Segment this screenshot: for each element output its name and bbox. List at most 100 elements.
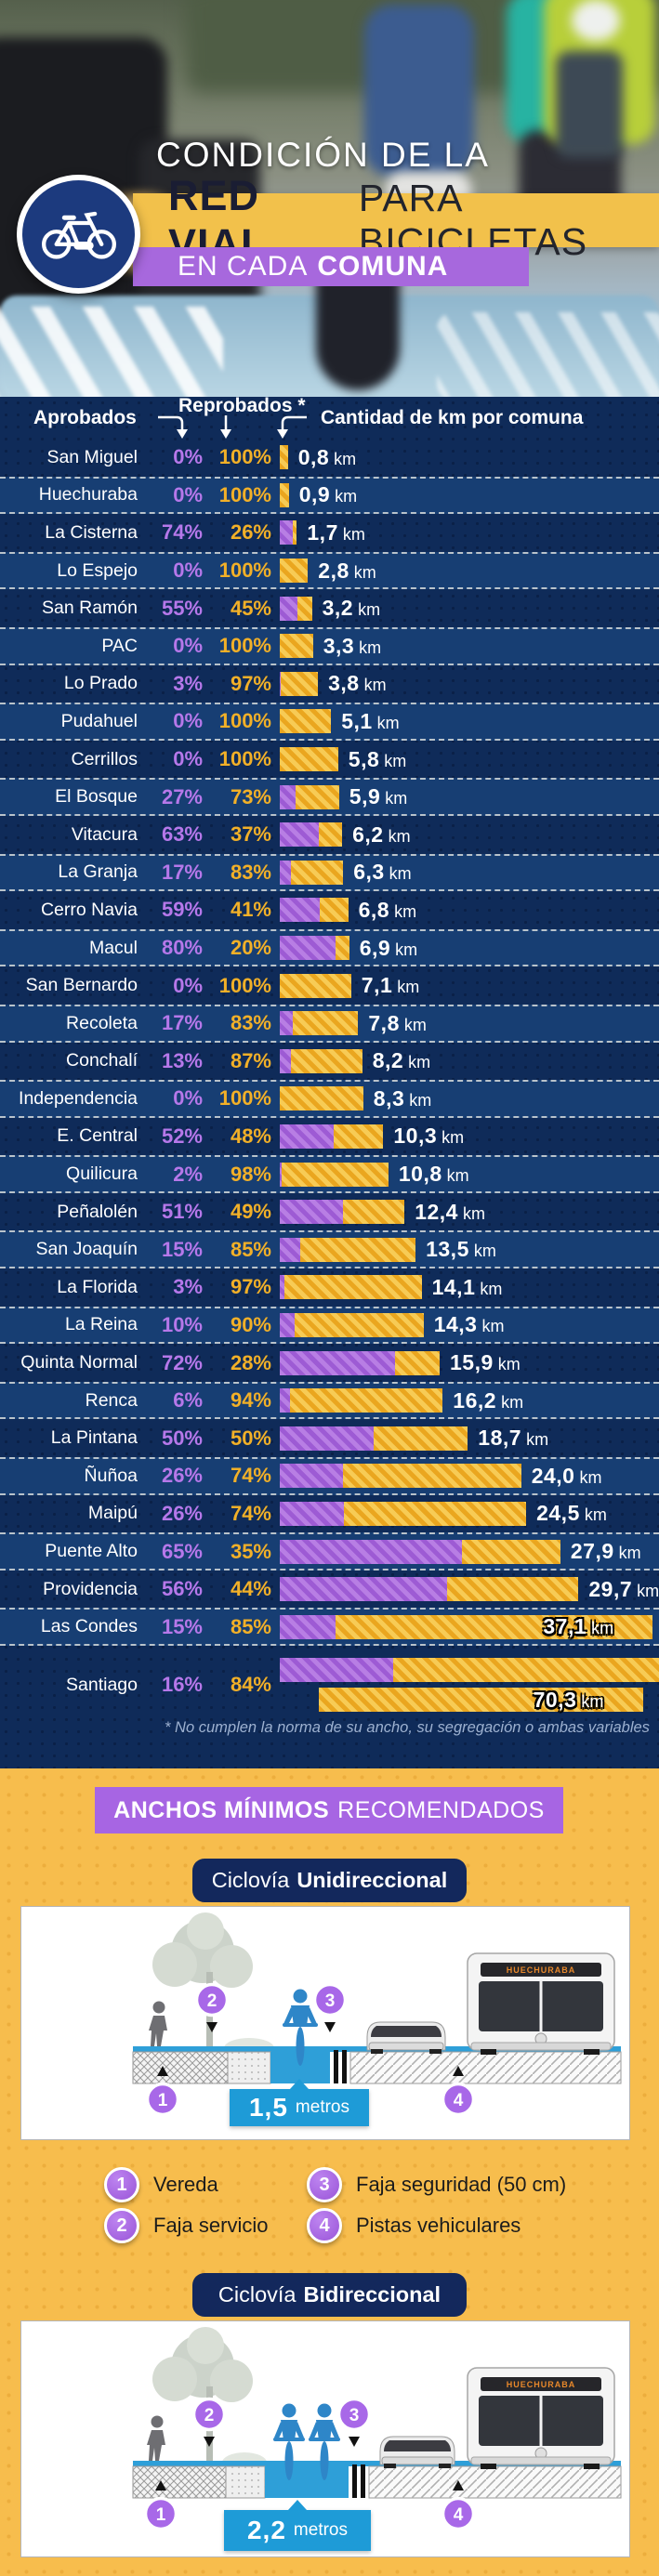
km-bar-zone: 16,2 km [280, 1388, 659, 1413]
km-value-label: 3,8 km [328, 671, 387, 696]
reprobados-percent: 94% [230, 1388, 271, 1413]
km-value-label: 12,4 km [415, 1199, 485, 1224]
reprobados-percent: 100% [218, 559, 271, 583]
aprobados-percent: 2% [173, 1162, 203, 1186]
aprobados-percent: 15% [161, 1237, 203, 1261]
km-bar-zone: 8,2 km [280, 1048, 659, 1073]
km-bar [280, 822, 343, 848]
km-bar [280, 1275, 422, 1300]
reprobados-bar-segment [294, 1312, 424, 1337]
km-bar [280, 1162, 389, 1187]
aprobados-percent: 27% [161, 784, 203, 808]
section-banner: ANCHOS MÍNIMOS RECOMENDADOS [95, 1787, 563, 1833]
reprobados-percent: 73% [230, 784, 271, 808]
photo-crosswalk [437, 312, 659, 397]
comuna-name: Ñuñoa [84, 1465, 138, 1486]
km-value-label: 0,9 km [298, 482, 358, 507]
reprobados-percent: 45% [230, 596, 271, 620]
km-bar-zone: 27,9 km [280, 1539, 659, 1564]
km-value-label: 5,8 km [348, 746, 407, 771]
aprobados-percent: 10% [161, 1312, 203, 1336]
reprobados-percent: 48% [230, 1124, 271, 1148]
cyclist-silhouette [283, 1989, 318, 2066]
aprobados-percent: 0% [173, 709, 203, 733]
comuna-name: Pudahuel [60, 710, 138, 731]
aprobados-bar-segment [280, 1501, 344, 1526]
table-row: La Florida 3% 97% 14,1 km [0, 1268, 659, 1307]
table-footnote: * No cumplen la norma de su ancho, su se… [165, 1719, 650, 1736]
aprobados-bar-segment [280, 1162, 283, 1187]
aprobados-percent: 63% [161, 822, 203, 847]
legend-item-pistas-vehiculares: 4 Pistas vehiculares [307, 2208, 521, 2243]
reprobados-percent: 49% [230, 1200, 271, 1224]
table-rows: San Miguel 0% 100% 0,8 km Huechuraba 0% 100% 0,… [0, 439, 659, 1724]
reprobados-bar-segment [293, 1011, 359, 1036]
aprobados-percent: 0% [173, 559, 203, 583]
reprobados-percent: 100% [218, 482, 271, 506]
aprobados-bar-segment [280, 1200, 344, 1225]
comuna-name: Cerro Navia [40, 899, 138, 920]
km-value-label: 6,3 km [353, 860, 412, 885]
aprobados-bar-segment [280, 1577, 447, 1602]
km-value-label: 2,8 km [318, 558, 376, 583]
legend-item-faja-servicio: 2 Faja servicio [104, 2208, 268, 2243]
legend-label: Vereda [153, 2173, 218, 2196]
legend-item-faja-seguridad: 3 Faja seguridad (50 cm) [307, 2167, 566, 2202]
reprobados-bar-segment [296, 784, 339, 809]
column-header-reprobados: Reprobados * [178, 395, 306, 416]
aprobados-percent: 0% [173, 445, 203, 469]
km-bar-zone: 3,8 km [280, 671, 659, 696]
km-value-label: 16,2 km [453, 1387, 524, 1413]
comuna-name: Las Condes [40, 1616, 138, 1637]
aprobados-bar-segment [280, 936, 336, 961]
reprobados-bar-segment [342, 1464, 521, 1489]
aprobados-percent: 65% [161, 1539, 203, 1563]
reprobados-bar-segment [290, 1048, 362, 1073]
width-label-bidireccional: 2,2 metros [224, 2500, 371, 2551]
marker-triangles [157, 2022, 464, 2076]
km-bar [280, 1200, 405, 1225]
comuna-name: Quilicura [66, 1163, 138, 1185]
reprobados-bar-segment [462, 1539, 560, 1564]
aprobados-percent: 0% [173, 1086, 203, 1111]
km-bar [280, 1614, 653, 1639]
subtitle-light: EN CADA [178, 251, 309, 282]
reprobados-percent: 100% [218, 445, 271, 469]
aprobados-bar-segment [280, 1237, 300, 1262]
comuna-name: La Granja [58, 861, 138, 883]
aprobados-percent: 26% [161, 1501, 203, 1525]
km-bar [319, 1688, 643, 1712]
svg-text:2: 2 [207, 1991, 217, 2011]
reprobados-percent: 98% [230, 1162, 271, 1186]
km-bar [280, 1464, 521, 1489]
photo-backpack [556, 51, 623, 158]
reprobados-bar-segment [281, 671, 319, 696]
km-value-label: 3,3 km [323, 633, 382, 658]
comuna-name: San Ramón [42, 598, 138, 619]
aprobados-percent: 55% [161, 596, 203, 620]
comuna-name: Independencia [19, 1087, 138, 1109]
reprobados-bar-segment [336, 1614, 653, 1639]
km-bar-zone: 24,0 km [280, 1464, 659, 1489]
pill-light: Ciclovía [217, 2282, 297, 2307]
km-bar-zone: 24,5 km [280, 1501, 659, 1526]
reprobados-bar-segment [319, 822, 343, 848]
km-value-label: 13,5 km [426, 1237, 496, 1262]
km-bar [280, 1048, 362, 1073]
aprobados-percent: 51% [161, 1200, 203, 1224]
reprobados-bar-segment [280, 634, 313, 659]
table-row: Conchalí 13% 87% 8,2 km [0, 1043, 659, 1081]
aprobados-percent: 80% [161, 936, 203, 960]
km-bar [280, 1086, 363, 1111]
table-row: San Joaquín 15% 85% 13,5 km [0, 1230, 659, 1269]
table-row: Quinta Normal 72% 28% 15,9 km [0, 1344, 659, 1382]
km-bar [280, 1657, 659, 1682]
cycleway-block [265, 2466, 349, 2498]
svg-text:4: 4 [454, 2091, 464, 2110]
reprobados-percent: 20% [230, 936, 271, 960]
reprobados-bar-segment [334, 1124, 384, 1149]
aprobados-bar-segment [280, 822, 320, 848]
reprobados-percent: 97% [230, 1275, 271, 1299]
title-band-yellow: RED VIAL PARA BICICLETAS [133, 172, 659, 268]
number-markers: 1 2 3 4 [145, 1982, 476, 2117]
